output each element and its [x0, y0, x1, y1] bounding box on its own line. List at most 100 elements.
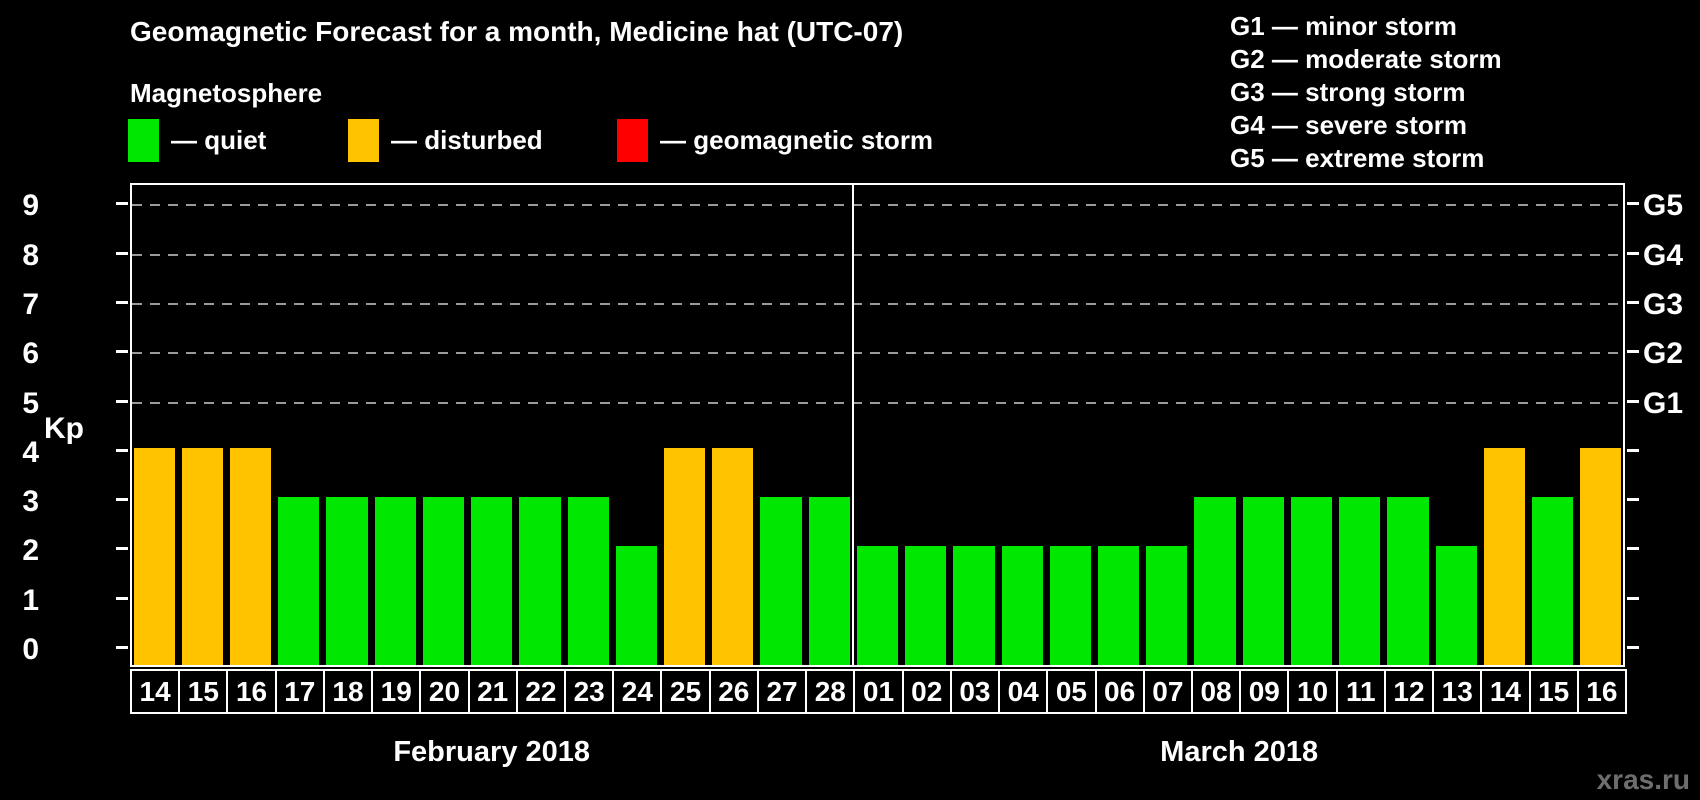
kp-bar-february-25	[663, 447, 706, 665]
right-axis-tick	[1627, 202, 1639, 206]
left-axis-tick	[116, 399, 128, 403]
grid-line-kp5	[132, 401, 1623, 404]
day-label: 24	[612, 669, 663, 714]
kp-bar-february-21	[471, 497, 513, 665]
day-label: 04	[998, 669, 1049, 714]
g-scale-label: G5	[1643, 189, 1684, 223]
kp-bar-february-23	[567, 497, 609, 665]
day-label: 10	[1287, 669, 1338, 714]
day-label: 27	[756, 669, 808, 714]
kp-tick-label: 8	[22, 238, 39, 272]
kp-tick-label: 5	[22, 386, 39, 420]
left-axis-tick	[116, 350, 128, 354]
day-label: 14	[130, 669, 181, 714]
storm-color-swatch	[617, 118, 648, 162]
kp-bar-february-27	[760, 497, 802, 665]
kp-tick-label: 9	[22, 189, 39, 223]
kp-bar-february-26	[712, 447, 754, 665]
legend-label: — quiet	[171, 124, 267, 155]
kp-bar-march-09	[1242, 497, 1284, 665]
right-axis-tick	[1627, 596, 1639, 600]
kp-bar-march-06	[1098, 546, 1140, 665]
grid-line-kp9	[132, 204, 1623, 207]
kp-bar-february-22	[519, 497, 561, 665]
left-axis-tick	[116, 498, 128, 502]
day-label: 12	[1383, 669, 1435, 714]
kp-bar-march-05	[1049, 546, 1091, 665]
kp-tick-label: 4	[22, 435, 39, 469]
month-separator	[852, 185, 855, 665]
day-label: 20	[419, 669, 470, 714]
kp-bar-march-16	[1580, 447, 1622, 665]
legend-item-storm: — geomagnetic storm	[617, 118, 933, 162]
g-legend-line: G3 — strong storm	[1230, 77, 1466, 107]
day-label: 03	[949, 669, 1001, 714]
day-label: 09	[1239, 669, 1290, 714]
kp-bar-march-03	[953, 546, 995, 665]
day-label: 16	[226, 669, 277, 714]
kp-bar-march-15	[1532, 497, 1574, 665]
left-axis-tick	[116, 547, 128, 551]
g-scale-label: G4	[1643, 238, 1684, 272]
g-legend-line: G2 — moderate storm	[1230, 44, 1502, 74]
month-label: February 2018	[393, 736, 591, 768]
right-axis-tick	[1627, 547, 1639, 551]
disturbed-color-swatch	[348, 118, 379, 162]
magnetosphere-label: Magnetosphere	[130, 78, 323, 108]
kp-bar-february-17	[278, 497, 320, 665]
kp-bar-march-13	[1435, 546, 1477, 665]
plot-area: Kp 0 1 2 3 4 5 G1 6 G2 7 G3 8 G4 9 G5	[22, 183, 1683, 667]
g-legend-line: G1 — minor storm	[1230, 11, 1457, 41]
right-axis-tick	[1627, 646, 1639, 649]
quiet-color-swatch	[128, 118, 159, 162]
day-label: 16	[1576, 669, 1627, 714]
day-label: 25	[660, 669, 711, 714]
left-axis-tick	[116, 596, 128, 600]
g-scale-label: G2	[1643, 337, 1684, 371]
kp-tick-label: 1	[22, 583, 39, 617]
right-axis-tick	[1627, 498, 1639, 502]
right-axis-tick	[1627, 350, 1639, 354]
day-label: 13	[1432, 669, 1483, 714]
day-label: 18	[322, 669, 374, 714]
kp-bar-february-28	[808, 497, 850, 665]
left-axis-tick	[116, 202, 128, 206]
month-label: March 2018	[1160, 736, 1319, 768]
left-axis-tick	[116, 300, 128, 304]
g-legend-line: G4 — severe storm	[1230, 110, 1468, 140]
g-scale-label: G1	[1643, 386, 1684, 420]
kp-axis-title: Kp	[44, 412, 84, 445]
kp-bar-march-02	[905, 546, 947, 665]
day-label: 15	[1528, 669, 1579, 714]
right-axis-tick	[1627, 448, 1639, 452]
kp-tick-label: 0	[22, 633, 39, 666]
g-legend-line: G5 — extreme storm	[1230, 143, 1485, 173]
day-label: 01	[853, 669, 904, 714]
day-label: 06	[1094, 669, 1145, 714]
kp-bar-march-04	[1001, 546, 1043, 665]
day-label: 26	[708, 669, 759, 714]
kp-bar-february-14	[133, 447, 175, 665]
kp-bar-february-24	[615, 546, 657, 665]
kp-bar-march-12	[1387, 497, 1429, 665]
g-scale-legend: G1 — minor storm G2 — moderate storm G3 — …	[1230, 10, 1502, 175]
right-axis-tick	[1627, 300, 1639, 304]
kp-bar-march-01	[856, 546, 899, 665]
grid-line-kp7	[132, 302, 1623, 305]
kp-bar-february-19	[374, 497, 416, 665]
g-scale-label: G3	[1643, 287, 1684, 321]
kp-bar-february-18	[326, 497, 368, 665]
legend-item-quiet: — quiet	[128, 118, 266, 162]
kp-bar-march-11	[1339, 497, 1381, 665]
right-axis-tick	[1627, 251, 1639, 255]
kp-tick-label: 2	[22, 534, 39, 568]
day-label: 28	[805, 669, 856, 714]
day-label: 07	[1142, 669, 1193, 714]
day-label: 08	[1190, 669, 1242, 714]
chart-title: Geomagnetic Forecast for a month, Medici…	[130, 16, 904, 47]
kp-tick-label: 7	[22, 287, 39, 321]
kp-bar-february-16	[229, 447, 272, 665]
day-label: 05	[1046, 669, 1097, 714]
kp-bar-march-07	[1146, 546, 1188, 665]
